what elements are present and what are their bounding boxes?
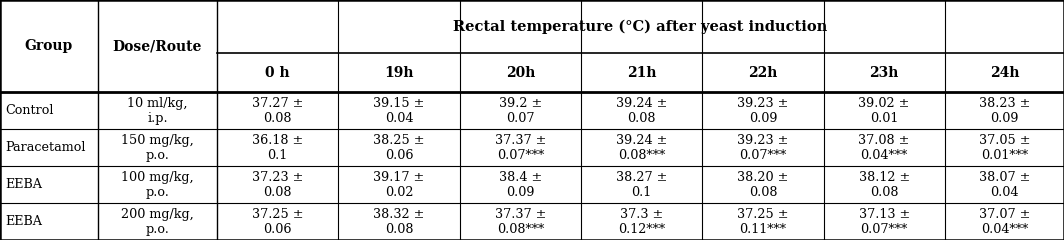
Text: 39.2 ±
0.07: 39.2 ± 0.07 <box>499 97 542 125</box>
Text: 200 mg/kg,
p.o.: 200 mg/kg, p.o. <box>121 208 194 235</box>
Text: 37.23 ±
0.08: 37.23 ± 0.08 <box>252 171 303 199</box>
Text: Control: Control <box>5 104 54 117</box>
Text: 37.05 ±
0.01***: 37.05 ± 0.01*** <box>979 134 1030 162</box>
Text: 37.37 ±
0.08***: 37.37 ± 0.08*** <box>495 208 546 235</box>
Text: 39.15 ±
0.04: 39.15 ± 0.04 <box>373 97 425 125</box>
Text: 37.27 ±
0.08: 37.27 ± 0.08 <box>252 97 303 125</box>
Text: 37.25 ±
0.11***: 37.25 ± 0.11*** <box>737 208 788 235</box>
Text: 37.13 ±
0.07***: 37.13 ± 0.07*** <box>859 208 910 235</box>
Text: Dose/Route: Dose/Route <box>113 39 202 53</box>
Text: 38.27 ±
0.1: 38.27 ± 0.1 <box>616 171 667 199</box>
Text: 20h: 20h <box>505 66 535 80</box>
Text: 37.08 ±
0.04***: 37.08 ± 0.04*** <box>859 134 910 162</box>
Text: Rectal temperature (°C) after yeast induction: Rectal temperature (°C) after yeast indu… <box>453 19 828 34</box>
Text: 23h: 23h <box>869 66 899 80</box>
Text: 39.24 ±
0.08: 39.24 ± 0.08 <box>616 97 667 125</box>
Text: 38.32 ±
0.08: 38.32 ± 0.08 <box>373 208 425 235</box>
Text: 37.25 ±
0.06: 37.25 ± 0.06 <box>252 208 303 235</box>
Text: Group: Group <box>24 39 73 53</box>
Text: 38.25 ±
0.06: 38.25 ± 0.06 <box>373 134 425 162</box>
Text: 39.24 ±
0.08***: 39.24 ± 0.08*** <box>616 134 667 162</box>
Text: 37.3 ±
0.12***: 37.3 ± 0.12*** <box>618 208 665 235</box>
Text: 100 mg/kg,
p.o.: 100 mg/kg, p.o. <box>121 171 194 199</box>
Text: 19h: 19h <box>384 66 414 80</box>
Text: 38.4 ±
0.09: 38.4 ± 0.09 <box>499 171 542 199</box>
Text: 38.07 ±
0.04: 38.07 ± 0.04 <box>979 171 1030 199</box>
Text: 39.02 ±
0.01: 39.02 ± 0.01 <box>859 97 910 125</box>
Text: 39.17 ±
0.02: 39.17 ± 0.02 <box>373 171 425 199</box>
Text: 38.23 ±
0.09: 38.23 ± 0.09 <box>979 97 1030 125</box>
Text: 38.12 ±
0.08: 38.12 ± 0.08 <box>859 171 910 199</box>
Text: 38.20 ±
0.08: 38.20 ± 0.08 <box>737 171 788 199</box>
Text: 39.23 ±
0.09: 39.23 ± 0.09 <box>737 97 788 125</box>
Text: 0 h: 0 h <box>265 66 290 80</box>
Text: 21h: 21h <box>627 66 656 80</box>
Text: EEBA: EEBA <box>5 215 43 228</box>
Text: 24h: 24h <box>990 66 1019 80</box>
Text: 22h: 22h <box>748 66 778 80</box>
Text: 150 mg/kg,
p.o.: 150 mg/kg, p.o. <box>121 134 194 162</box>
Text: 39.23 ±
0.07***: 39.23 ± 0.07*** <box>737 134 788 162</box>
Text: 37.07 ±
0.04***: 37.07 ± 0.04*** <box>979 208 1030 235</box>
Text: EEBA: EEBA <box>5 178 43 191</box>
Text: 36.18 ±
0.1: 36.18 ± 0.1 <box>252 134 303 162</box>
Text: Paracetamol: Paracetamol <box>5 141 86 154</box>
Text: 10 ml/kg,
i.p.: 10 ml/kg, i.p. <box>128 97 187 125</box>
Text: 37.37 ±
0.07***: 37.37 ± 0.07*** <box>495 134 546 162</box>
